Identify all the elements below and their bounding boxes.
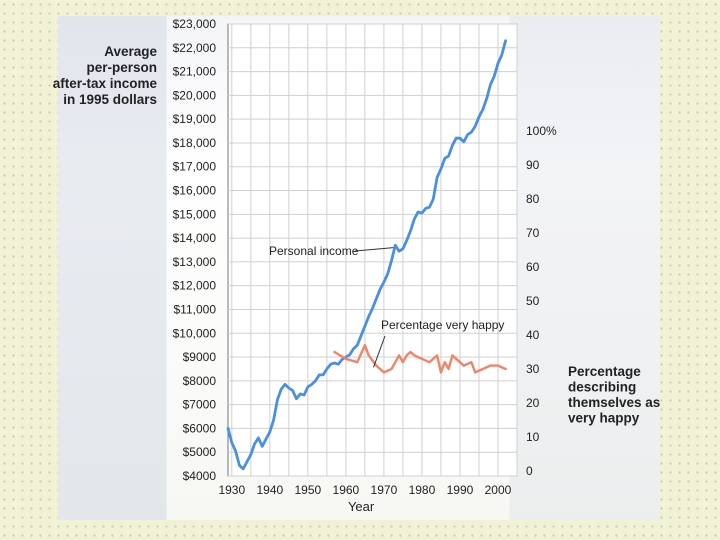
x-axis-tick-label: 2000: [485, 483, 512, 497]
x-axis-title: Year: [348, 499, 375, 514]
x-axis-tick-label: 1950: [295, 483, 322, 497]
personal-income-leader-line: [354, 247, 394, 252]
right-axis-title-line: describing: [568, 380, 636, 395]
x-axis-tick-label: 1980: [409, 483, 436, 497]
right-axis-tick-label: 10: [526, 430, 540, 444]
left-axis-tick-label: $17,000: [173, 160, 217, 174]
x-axis-tick-label: 1990: [447, 483, 474, 497]
right-axis-tick-label: 20: [526, 396, 540, 410]
left-axis-title-line: in 1995 dollars: [63, 92, 157, 107]
right-axis-tick-labels: 0 10 20 30 40 50 60 70 80 90 100%: [526, 124, 557, 478]
left-axis-tick-label: $11,000: [174, 302, 217, 316]
left-axis-tick-label: $10,000: [173, 326, 217, 340]
percentage-very-happy-line: [333, 344, 507, 374]
left-axis-tick-label: $15,000: [173, 207, 217, 221]
right-axis-tick-label: 80: [526, 192, 540, 206]
left-axis-tick-label: $6000: [183, 421, 217, 435]
grid-lines: [228, 23, 518, 477]
right-axis-tick-label: 90: [526, 158, 540, 172]
left-axis-title-line: after-tax income: [53, 76, 158, 91]
right-axis-title-line: very happy: [568, 411, 640, 426]
percentage-very-happy-annotation: Percentage very happy: [381, 318, 504, 332]
right-axis-title-line: Percentage: [568, 364, 641, 379]
right-axis-tick-label: 60: [526, 260, 540, 274]
personal-income-annotation: Personal income: [269, 244, 359, 258]
left-axis-tick-label: $16,000: [173, 184, 217, 198]
left-axis-title-line: Average: [104, 44, 157, 59]
right-axis-tick-label: 40: [526, 328, 540, 342]
x-axis-tick-labels: 1930 1940 1950 1960 1970 1980 1990 2000 Year: [218, 483, 511, 514]
series-layer: [226, 39, 507, 471]
left-axis-tick-label: $13,000: [173, 255, 217, 269]
left-axis-tick-label: $12,000: [173, 279, 217, 293]
right-axis-tick-label: 70: [526, 226, 540, 240]
right-axis-tick-label: 30: [526, 362, 540, 376]
left-axis-tick-label: $14,000: [173, 231, 217, 245]
left-axis-tick-labels: $4000 $5000 $6000 $7000 $8000 $9000 $10,000 $11…: [173, 17, 217, 483]
left-axis-tick-label: $22,000: [173, 41, 217, 55]
x-axis-tick-label: 1940: [256, 483, 283, 497]
annotation-layer: Personal income Percentage very happy: [269, 244, 504, 368]
percentage-very-happy-leader-line: [373, 335, 386, 368]
x-axis-tick-label: 1930: [218, 483, 245, 497]
left-axis-title-line: per-person: [86, 60, 157, 75]
right-axis-tick-label: 100%: [526, 124, 557, 138]
left-axis-tick-label: $23,000: [173, 17, 217, 31]
left-axis-tick-label: $18,000: [173, 136, 217, 150]
right-axis-tick-label: 0: [526, 464, 533, 478]
x-axis-tick-label: 1960: [333, 483, 360, 497]
left-axis-tick-label: $8000: [183, 374, 217, 388]
left-axis-tick-label: $21,000: [173, 65, 217, 79]
left-axis-tick-label: $5000: [183, 445, 217, 459]
left-axis-tick-label: $4000: [183, 469, 217, 483]
left-axis-tick-label: $9000: [183, 350, 217, 364]
right-axis-tick-label: 50: [526, 294, 540, 308]
personal-income-line: [226, 39, 507, 471]
left-axis-tick-label: $7000: [183, 398, 217, 412]
right-axis-title-line: themselves as: [568, 395, 660, 410]
x-axis-tick-label: 1970: [371, 483, 398, 497]
left-axis-tick-label: $20,000: [173, 88, 217, 102]
left-axis-tick-label: $19,000: [173, 112, 217, 126]
